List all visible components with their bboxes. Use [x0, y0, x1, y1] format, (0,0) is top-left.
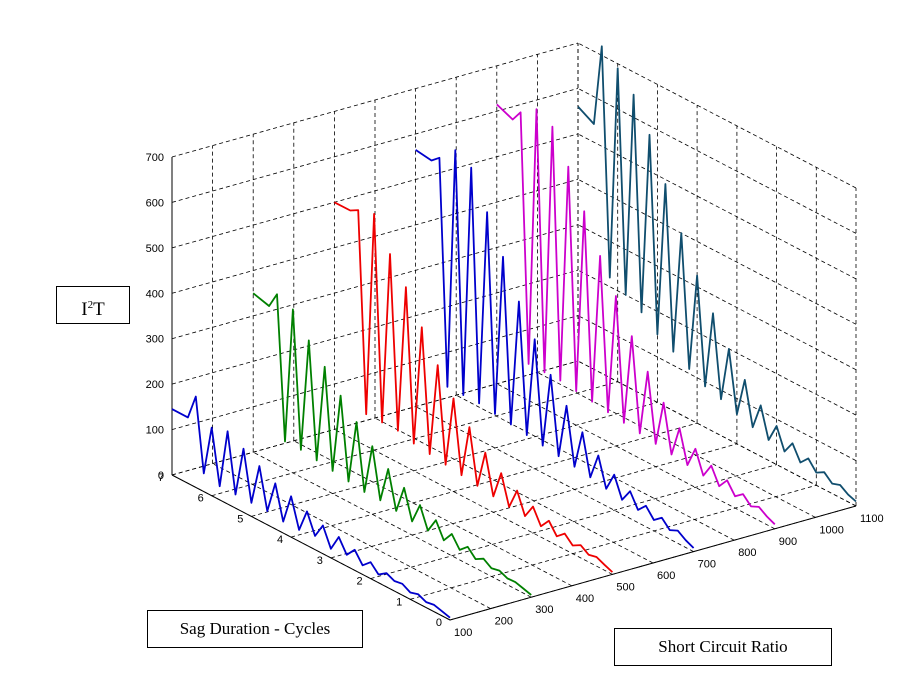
floor-grid-line-y [456, 394, 735, 541]
x-tick-label: 2 [356, 576, 362, 588]
z-axis-label-exponent: 2 [87, 299, 94, 311]
x-axis-label: Sag Duration - Cycles [147, 610, 363, 648]
x-tick-label: 5 [237, 513, 243, 525]
floor-grid-line-y [537, 372, 816, 518]
series-line-scr-100 [171, 395, 451, 619]
floor-grid-line-y [496, 383, 775, 530]
side-wall-grid-horizontal [577, 178, 857, 325]
x-tick-label: 6 [198, 493, 204, 505]
floor-grid-line-x [290, 422, 698, 538]
y-tick-label: 1100 [860, 513, 884, 525]
floor-grid-line-y [415, 406, 694, 552]
z-tick-label: 700 [146, 152, 164, 164]
grid-lines [171, 42, 857, 621]
z-tick-label: 200 [146, 379, 164, 391]
y-tick-label: 800 [738, 547, 756, 559]
back-wall-grid-horizontal [171, 360, 579, 476]
series-line-scr-500 [333, 201, 614, 573]
z-tick-label: 400 [146, 288, 164, 300]
z-tick-label: 600 [146, 197, 164, 209]
back-wall-grid-horizontal [171, 42, 579, 158]
y-tick-label: 900 [779, 536, 797, 548]
z-tick-label: 100 [146, 425, 164, 437]
back-wall-grid-horizontal [171, 269, 579, 385]
tick-labels: 0123456710020030040050060070080090010001… [146, 152, 884, 639]
series-line-scr-300 [252, 292, 532, 596]
x-tick-label: 7 [158, 472, 164, 484]
z-tick-label: 0 [158, 470, 164, 482]
z-axis-label-tail: T [93, 299, 105, 320]
floor-grid-line-x [370, 464, 777, 579]
x-tick-label: 0 [436, 617, 442, 629]
floor-grid-line-y [374, 417, 654, 564]
x-tick-label: 4 [277, 534, 283, 546]
back-wall-grid-horizontal [171, 315, 579, 430]
series-line-scr-700 [415, 149, 695, 549]
y-tick-label: 1000 [819, 524, 843, 536]
side-wall-grid-horizontal [577, 88, 857, 234]
y-tick-label: 700 [698, 559, 716, 571]
side-wall-grid-horizontal [577, 42, 857, 189]
axis-lines [171, 157, 857, 621]
z-axis-label: I2T [56, 286, 130, 324]
series-line-scr-1100 [577, 45, 857, 503]
y-axis-label: Short Circuit Ratio [614, 628, 832, 666]
x-axis-line [171, 474, 451, 621]
floor-grid-line-y [253, 451, 532, 598]
back-wall-grid-horizontal [171, 133, 579, 249]
floor-grid-line-y [334, 429, 613, 575]
floor-grid-line-x [251, 402, 658, 517]
back-wall-grid-horizontal [171, 88, 579, 203]
x-tick-label: 3 [317, 555, 323, 567]
y-tick-label: 600 [657, 570, 675, 582]
series-line-scr-900 [496, 103, 776, 525]
z-axis-label-base: I [81, 299, 88, 320]
z-tick-label: 500 [146, 243, 164, 255]
y-tick-label: 100 [454, 627, 472, 639]
y-axis-line [449, 505, 857, 621]
side-wall-grid-horizontal [577, 315, 857, 461]
side-wall-grid-horizontal [577, 269, 857, 416]
y-tick-label: 200 [495, 616, 513, 628]
x-tick-label: 1 [396, 596, 402, 608]
series-lines [171, 45, 857, 619]
floor-grid-line-y [293, 440, 572, 587]
y-tick-label: 400 [576, 593, 594, 605]
floor-grid-line-y [212, 463, 491, 609]
y-tick-label: 500 [616, 581, 634, 593]
back-wall-grid-horizontal [171, 224, 579, 340]
z-tick-label: 300 [146, 334, 164, 346]
side-wall-grid-horizontal [577, 360, 857, 507]
side-wall-grid-horizontal [577, 133, 857, 280]
y-tick-label: 300 [535, 604, 553, 616]
